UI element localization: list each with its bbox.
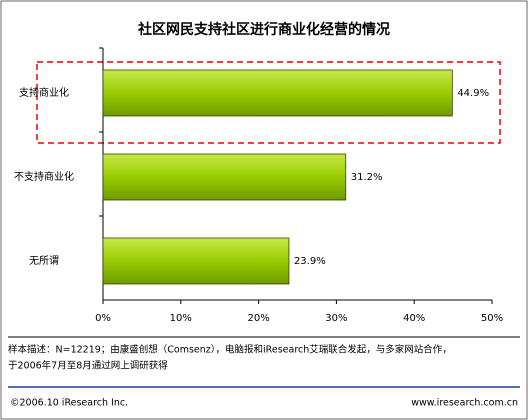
value-label: 31.2% — [351, 172, 383, 183]
bar — [102, 237, 290, 285]
y-tick-label: 无所谓 — [29, 255, 59, 267]
x-tick-label: 20% — [247, 313, 269, 324]
y-tick-label: 不支持商业化 — [14, 170, 74, 183]
copyright: ©2006.10 iResearch Inc. — [10, 398, 128, 409]
chart-title: 社区网民支持社区进行商业化经营的情况 — [137, 21, 390, 38]
value-label: 23.9% — [294, 256, 326, 267]
x-tick-label: 40% — [403, 313, 425, 324]
x-tick-label: 10% — [170, 313, 192, 324]
x-tick-label: 30% — [325, 313, 347, 324]
highlight-box — [36, 61, 501, 144]
footnote: 样本描述：N=12219；由康盛创想（Comsenz），电脑报和iResearc… — [8, 344, 452, 356]
x-tick-label: 0% — [95, 313, 111, 324]
y-tick-label: 支持商业化 — [19, 86, 69, 99]
footnote: 于2006年7月至8月通过网上调研获得 — [8, 360, 168, 372]
value-label: 44.9% — [457, 88, 489, 99]
bar — [102, 153, 347, 201]
website: www.iresearch.com.cn — [411, 398, 518, 409]
bar — [102, 69, 453, 117]
x-tick-label: 50% — [481, 313, 503, 324]
